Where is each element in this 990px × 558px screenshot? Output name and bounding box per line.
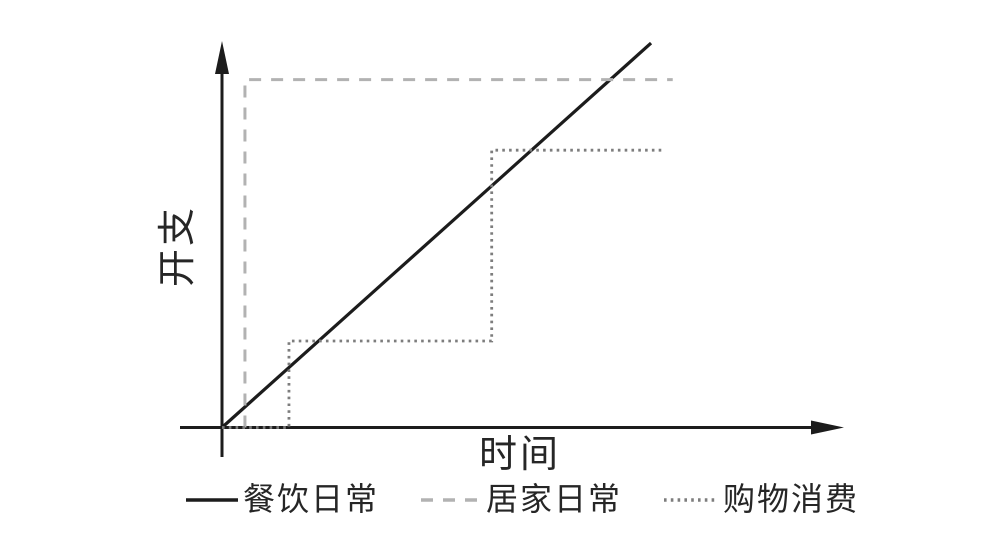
legend-label-dining: 餐饮日常 xyxy=(243,481,380,517)
series-layer xyxy=(220,41,673,429)
series-line-dotted xyxy=(222,148,663,429)
chart-legend: 餐饮日常 居家日常 购物消费 xyxy=(186,481,860,517)
legend-label-home: 居家日常 xyxy=(486,481,623,517)
legend-dashed-line-icon xyxy=(421,497,482,502)
series-line-solid xyxy=(220,41,653,429)
series-line-dashed xyxy=(243,78,673,428)
legend-dotted-line-icon xyxy=(664,497,719,502)
x-axis-label: 时间 xyxy=(478,434,562,476)
legend-label-shopping: 购物消费 xyxy=(723,481,860,517)
legend-solid-line-icon xyxy=(186,497,238,502)
y-axis-label: 开支 xyxy=(157,204,199,288)
legend-item-home: 居家日常 xyxy=(421,481,623,517)
x-axis-arrowhead-icon xyxy=(811,420,844,435)
legend-item-dining: 餐饮日常 xyxy=(186,481,380,517)
y-axis-arrowhead-icon xyxy=(215,41,229,74)
legend-item-shopping: 购物消费 xyxy=(664,481,860,517)
